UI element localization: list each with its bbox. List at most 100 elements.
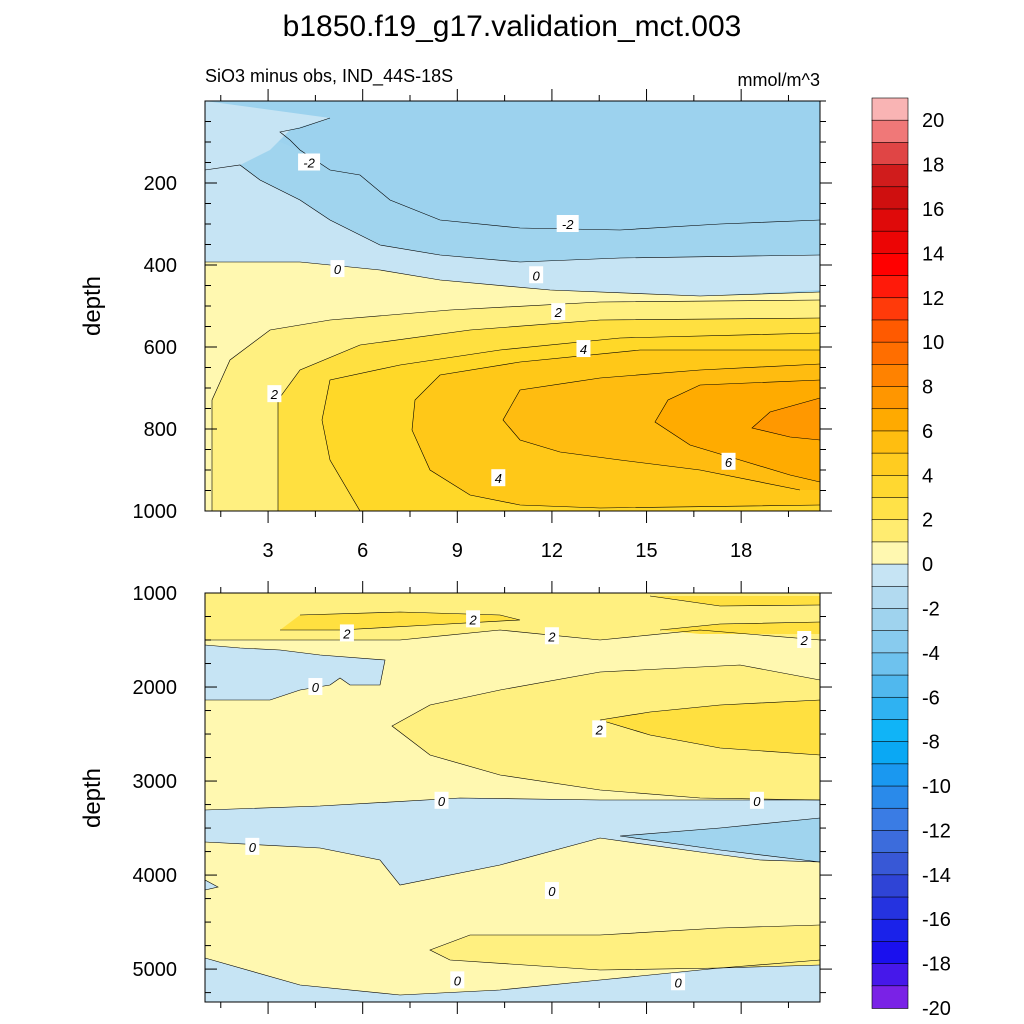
colorbar-swatch [871,208,909,232]
colorbar-label: 16 [922,199,944,221]
y-tick-label: 1000 [133,583,178,605]
contour-line [204,837,821,886]
colorbar-swatch [871,852,909,876]
contour-label-bg [245,837,260,855]
colorbar-swatch [871,364,909,388]
contour-label-bg [749,791,764,809]
fill-pos6 [655,380,820,482]
contour-label: -2 [562,217,574,232]
contour-label-bg [544,882,559,900]
y-tick-label: 600 [144,337,177,359]
contour-line [619,817,821,863]
colorbar-swatch [871,341,909,366]
colorbar-swatch [871,741,909,765]
colorbar-swatch [871,408,909,432]
contour-label: 0 [533,268,541,283]
colorbar-label: 18 [922,155,944,177]
colorbar-label: -14 [922,865,951,887]
x-tick-label: 18 [730,540,752,562]
contour-label: -2 [303,156,315,171]
chart-subtitle: SiO3 minus obs, IND_44S-18S [205,66,453,87]
colorbar-swatch [871,719,909,743]
colorbar-swatch [871,896,909,921]
colorbar-swatch [871,608,909,632]
colorbar-swatch [871,97,909,121]
colorbar-label: 10 [922,332,944,354]
colorbar-label: 4 [922,465,933,487]
contour-label-bg [721,452,736,470]
contour-label: 0 [334,262,342,277]
contour-label-bg [551,303,566,321]
contour-line [204,879,219,891]
fill-pos7 [752,398,820,440]
colorbar-swatch [871,164,909,188]
fill-pos2 [660,622,820,634]
colorbar-swatch [871,918,909,943]
contour-line [411,349,821,509]
contour-label: 2 [342,626,351,641]
colorbar-label: -12 [922,820,951,842]
y-tick-label: 3000 [133,771,178,793]
lower-plot-frame [204,592,821,1003]
contour-line [211,299,821,511]
contour-line [649,595,821,607]
colorbar: 20181614121086420-2-4-6-8-10-12-14-16-18… [871,97,951,1020]
y-tick-label: 2000 [133,677,178,699]
contour-label: 2 [547,629,556,644]
contour-label-bg [308,678,323,696]
colorbar-label: -4 [922,643,940,665]
contour-line [654,379,821,483]
x-tick-label: 15 [635,540,657,562]
contour-label: 4 [495,471,502,486]
y-tick-label: 800 [144,419,177,441]
y-tick-label: 5000 [133,959,178,981]
colorbar-swatch [871,630,909,654]
contour-label: 0 [674,975,682,990]
contour-label: 0 [312,680,320,695]
contour-label: 0 [249,840,257,855]
colorbar-label: 8 [922,377,933,399]
colorbar-label: -6 [922,687,940,709]
contour-label-bg [466,610,481,628]
colorbar-swatch [871,230,909,255]
colorbar-swatch [871,519,909,543]
fill-neg-light-left [205,101,330,170]
colorbar-swatch [871,253,909,277]
contour-line [391,664,821,801]
colorbar-label: 12 [922,288,944,310]
colorbar-swatch [871,297,909,321]
upper-contour-lines [204,117,821,512]
contour-line [429,924,821,971]
fill-neg-mid [620,818,820,862]
contour-label: 0 [438,794,446,809]
contour-label-bg [544,627,559,645]
colorbar-label: -8 [922,732,940,754]
upper-contour-labels: -2 -2 0 0 2 4 2 6 4 [267,153,736,487]
colorbar-label: 6 [922,421,933,443]
contour-label: 6 [725,455,733,470]
contour-line [204,644,386,701]
lower-contour-lines [204,595,821,996]
contour-label-bg [576,340,591,358]
colorbar-swatch [871,319,909,343]
contour-line [321,332,821,512]
fill-neg [205,798,820,885]
colorbar-swatch [871,963,909,987]
colorbar-swatch [871,807,909,832]
contour-line [205,629,821,641]
colorbar-label: -10 [922,776,951,798]
colorbar-swatch [871,874,909,898]
colorbar-swatch [871,497,909,521]
x-tick-label: 3 [263,540,274,562]
colorbar-label: 0 [922,554,933,576]
contour-line [502,363,821,491]
contour-line [204,957,821,996]
x-tick-label: 6 [357,540,368,562]
contour-label: 0 [753,794,761,809]
contour-line [204,797,820,811]
colorbar-swatch [871,430,909,454]
colorbar-swatch [871,785,909,810]
